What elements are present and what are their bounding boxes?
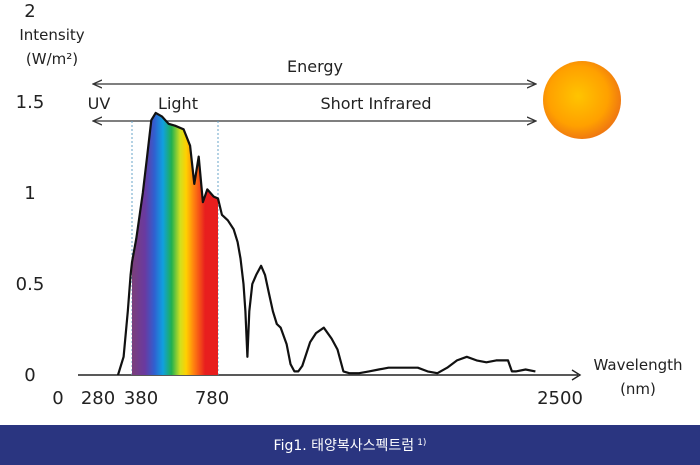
x-tick-label: 2500 [537, 388, 583, 409]
x-axis-title-line2: (nm) [620, 380, 656, 398]
sun-icon [543, 61, 621, 139]
y-tick-labels: 0 0.5 1 1.5 2 [16, 1, 45, 386]
y-tick-label: 1 [24, 183, 35, 204]
x-tick-label: 280 [81, 388, 115, 409]
figure-caption: Fig1. 태양복사스펙트럼 [273, 438, 415, 454]
x-tick-label: 0 [52, 388, 63, 409]
solar-spectrum-chart: Intensity (W/m²) Wavelength (nm) 0 0.5 1 1.… [16, 1, 683, 409]
x-tick-labels: 0 280 380 780 2500 [52, 388, 583, 409]
light-label: Light [158, 94, 198, 113]
x-axis-title-line1: Wavelength [594, 356, 683, 374]
irradiance-curve [116, 111, 536, 376]
y-axis-title-line1: Intensity [19, 26, 84, 44]
y-tick-label: 0.5 [16, 274, 45, 295]
y-tick-label: 1.5 [16, 92, 45, 113]
y-axis-title-line2: (W/m²) [26, 50, 78, 68]
x-tick-label: 780 [195, 388, 229, 409]
uv-label: UV [88, 94, 111, 113]
caption-reference: 1) [417, 438, 427, 448]
y-tick-label: 0 [24, 365, 35, 386]
x-tick-label: 380 [124, 388, 158, 409]
short-infrared-label: Short Infrared [320, 94, 431, 113]
y-tick-label: 2 [24, 1, 35, 22]
spectrum-figure: Intensity (W/m²) Wavelength (nm) 0 0.5 1 1.… [15, 1, 683, 409]
x-axis-arrowhead [571, 369, 582, 381]
energy-label: Energy [287, 57, 343, 76]
visible-spectrum-fill [132, 112, 218, 375]
caption-bar: Fig1. 태양복사스펙트럼 1) [0, 425, 700, 465]
